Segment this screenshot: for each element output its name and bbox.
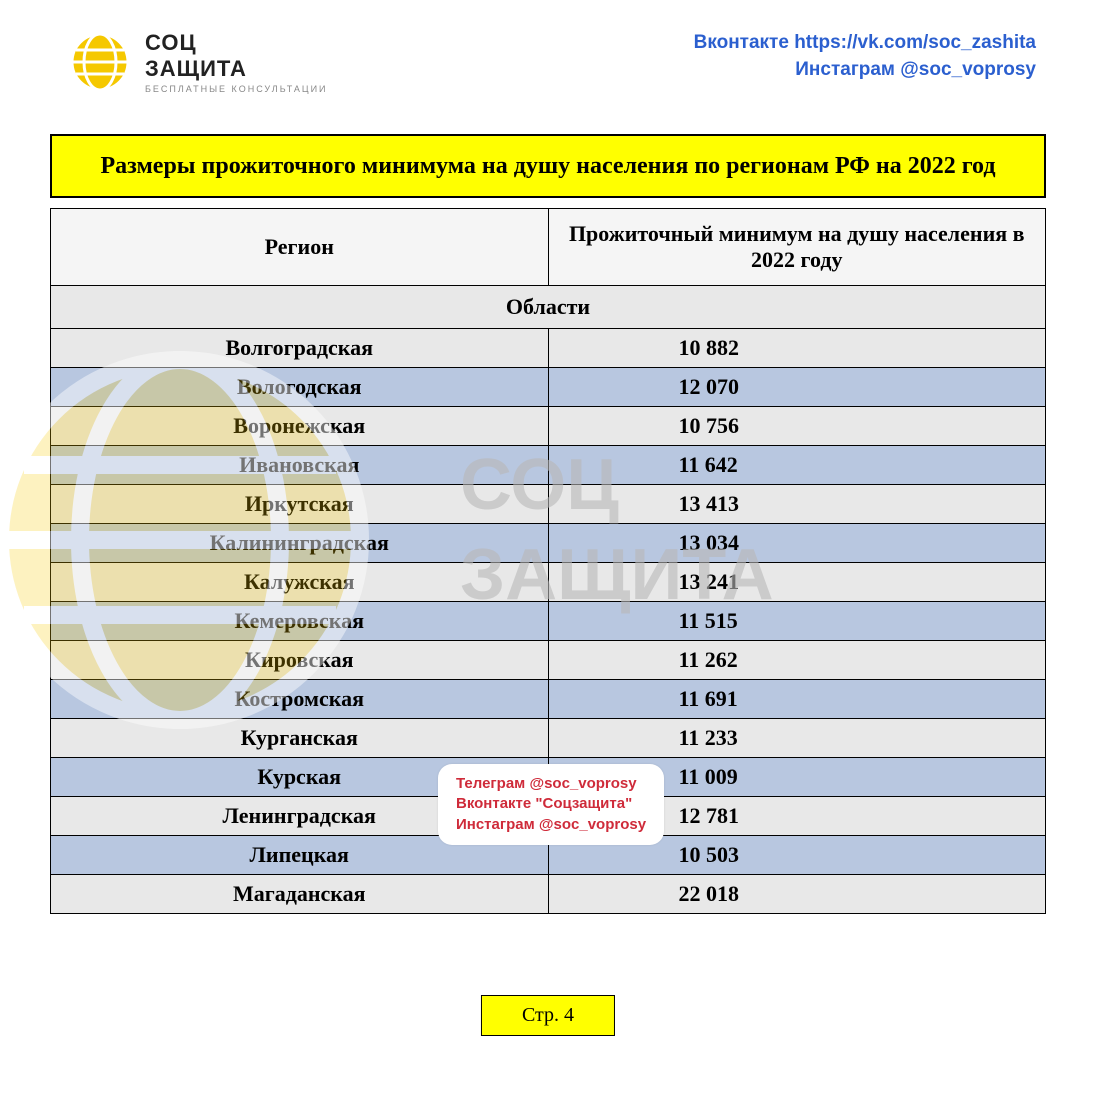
- value-cell: 12 070: [548, 368, 1046, 407]
- logo-subtitle: БЕСПЛАТНЫЕ КОНСУЛЬТАЦИИ: [145, 84, 328, 94]
- value-cell: 11 642: [548, 446, 1046, 485]
- region-cell: Воронежская: [51, 407, 549, 446]
- table-row: Кемеровская11 515: [51, 602, 1046, 641]
- table-row: Ивановская11 642: [51, 446, 1046, 485]
- value-cell: 11 691: [548, 680, 1046, 719]
- table-row: Кировская11 262: [51, 641, 1046, 680]
- value-cell: 13 241: [548, 563, 1046, 602]
- callout-telegram: Телеграм @soc_voprosy: [456, 774, 646, 794]
- section-row: Области: [51, 286, 1046, 329]
- table-row: Иркутская13 413: [51, 485, 1046, 524]
- region-cell: Иркутская: [51, 485, 549, 524]
- value-cell: 10 756: [548, 407, 1046, 446]
- page-number: Стр. 4: [481, 995, 615, 1036]
- region-cell: Вологодская: [51, 368, 549, 407]
- region-cell: Калининградская: [51, 524, 549, 563]
- value-cell: 10 882: [548, 329, 1046, 368]
- value-cell: 13 034: [548, 524, 1046, 563]
- table-row: Калужская13 241: [51, 563, 1046, 602]
- value-cell: 22 018: [548, 875, 1046, 914]
- region-cell: Костромская: [51, 680, 549, 719]
- value-cell: 11 262: [548, 641, 1046, 680]
- value-cell: 11 515: [548, 602, 1046, 641]
- col-region: Регион: [51, 209, 549, 286]
- logo-text: СОЦ ЗАЩИТА БЕСПЛАТНЫЕ КОНСУЛЬТАЦИИ: [145, 30, 328, 94]
- callout-vk: Вконтакте "Соцзащита": [456, 794, 646, 814]
- table-row: Вологодская12 070: [51, 368, 1046, 407]
- region-cell: Магаданская: [51, 875, 549, 914]
- table-header-row: Регион Прожиточный минимум на душу насел…: [51, 209, 1046, 286]
- table-row: Калининградская13 034: [51, 524, 1046, 563]
- logo-group: СОЦ ЗАЩИТА БЕСПЛАТНЫЕ КОНСУЛЬТАЦИИ: [70, 30, 328, 94]
- value-cell: 13 413: [548, 485, 1046, 524]
- table-row: Магаданская22 018: [51, 875, 1046, 914]
- social-callout: Телеграм @soc_voprosy Вконтакте "Соцзащи…: [438, 764, 664, 845]
- logo-line2: ЗАЩИТА: [145, 56, 328, 82]
- region-cell: Кировская: [51, 641, 549, 680]
- page-title: Размеры прожиточного минимума на душу на…: [50, 134, 1046, 198]
- value-cell: 11 233: [548, 719, 1046, 758]
- region-cell: Волгоградская: [51, 329, 549, 368]
- instagram-link[interactable]: Инстаграм @soc_voprosy: [694, 57, 1036, 84]
- col-value: Прожиточный минимум на душу населения в …: [548, 209, 1046, 286]
- table-row: Волгоградская10 882: [51, 329, 1046, 368]
- callout-instagram: Инстаграм @soc_voprosy: [456, 815, 646, 835]
- table-row: Костромская11 691: [51, 680, 1046, 719]
- region-cell: Ивановская: [51, 446, 549, 485]
- section-label: Области: [51, 286, 1046, 329]
- logo-line1: СОЦ: [145, 30, 328, 56]
- region-cell: Курганская: [51, 719, 549, 758]
- table-row: Воронежская10 756: [51, 407, 1046, 446]
- header: СОЦ ЗАЩИТА БЕСПЛАТНЫЕ КОНСУЛЬТАЦИИ Вконт…: [0, 0, 1096, 114]
- region-cell: Кемеровская: [51, 602, 549, 641]
- social-links: Вконтакте https://vk.com/soc_zashita Инс…: [694, 30, 1036, 83]
- globe-icon: [70, 32, 130, 92]
- table-row: Курганская11 233: [51, 719, 1046, 758]
- vk-link[interactable]: Вконтакте https://vk.com/soc_zashita: [694, 30, 1036, 57]
- region-cell: Калужская: [51, 563, 549, 602]
